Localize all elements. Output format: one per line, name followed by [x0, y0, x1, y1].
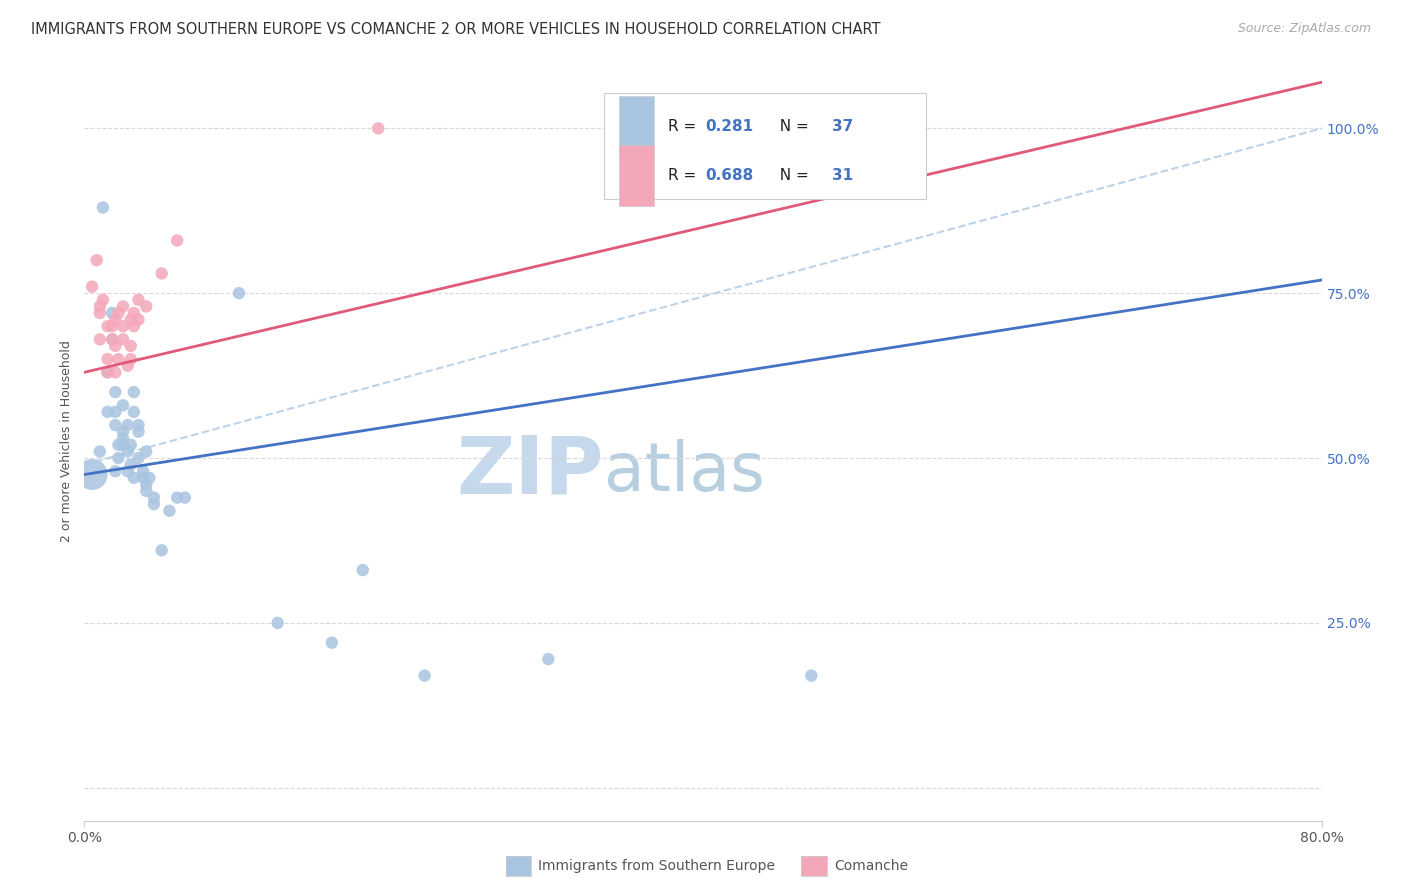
- Y-axis label: 2 or more Vehicles in Household: 2 or more Vehicles in Household: [59, 341, 73, 542]
- Point: [352, 563, 374, 577]
- Point: [89, 332, 111, 346]
- Point: [143, 497, 166, 511]
- Text: Comanche: Comanche: [834, 859, 908, 873]
- Point: [413, 668, 436, 682]
- Point: [96, 319, 118, 334]
- Point: [89, 306, 111, 320]
- Point: [91, 293, 114, 307]
- Point: [122, 405, 145, 419]
- Point: [96, 405, 118, 419]
- Point: [120, 312, 142, 326]
- Point: [104, 312, 127, 326]
- Point: [122, 319, 145, 334]
- Point: [91, 201, 114, 215]
- Point: [159, 504, 180, 518]
- Text: N =: N =: [770, 168, 814, 183]
- Point: [89, 299, 111, 313]
- Point: [101, 332, 124, 346]
- Point: [117, 359, 139, 373]
- Point: [321, 635, 343, 649]
- Text: ZIP: ZIP: [457, 433, 605, 511]
- Text: R =: R =: [668, 168, 702, 183]
- Point: [135, 444, 157, 458]
- Point: [228, 286, 250, 301]
- Point: [135, 477, 157, 491]
- Point: [122, 306, 145, 320]
- Point: [135, 483, 157, 498]
- Point: [127, 312, 149, 326]
- Point: [112, 438, 135, 452]
- Point: [112, 299, 135, 313]
- Text: 31: 31: [832, 168, 853, 183]
- Point: [117, 444, 139, 458]
- Point: [112, 319, 135, 334]
- Point: [117, 418, 139, 433]
- Point: [107, 438, 129, 452]
- Point: [96, 365, 118, 379]
- Point: [104, 418, 127, 433]
- Point: [367, 121, 389, 136]
- Point: [267, 615, 290, 630]
- Point: [96, 365, 118, 379]
- Text: atlas: atlas: [605, 439, 765, 505]
- Text: R =: R =: [668, 120, 702, 134]
- Point: [107, 306, 129, 320]
- Point: [96, 352, 118, 367]
- Point: [82, 279, 104, 293]
- Point: [122, 385, 145, 400]
- Point: [132, 464, 155, 478]
- Point: [138, 471, 160, 485]
- Point: [104, 405, 127, 419]
- Text: IMMIGRANTS FROM SOUTHERN EUROPE VS COMANCHE 2 OR MORE VEHICLES IN HOUSEHOLD CORR: IMMIGRANTS FROM SOUTHERN EUROPE VS COMAN…: [31, 22, 880, 37]
- Text: N =: N =: [770, 120, 814, 134]
- Point: [120, 438, 142, 452]
- Point: [132, 471, 155, 485]
- Point: [107, 352, 129, 367]
- Point: [112, 398, 135, 412]
- FancyBboxPatch shape: [605, 93, 925, 199]
- Point: [101, 319, 124, 334]
- Point: [127, 450, 149, 465]
- Point: [166, 234, 188, 248]
- Text: 0.688: 0.688: [706, 168, 754, 183]
- Point: [122, 471, 145, 485]
- Point: [127, 293, 149, 307]
- Point: [112, 425, 135, 439]
- Point: [104, 339, 127, 353]
- Point: [104, 365, 127, 379]
- Point: [120, 458, 142, 472]
- FancyBboxPatch shape: [619, 145, 654, 206]
- Point: [127, 425, 149, 439]
- Text: Source: ZipAtlas.com: Source: ZipAtlas.com: [1237, 22, 1371, 36]
- Point: [143, 491, 166, 505]
- Point: [112, 431, 135, 445]
- Point: [150, 543, 173, 558]
- Point: [537, 652, 560, 666]
- Point: [120, 352, 142, 367]
- Point: [104, 464, 127, 478]
- FancyBboxPatch shape: [619, 96, 654, 157]
- Point: [86, 253, 108, 268]
- Text: Immigrants from Southern Europe: Immigrants from Southern Europe: [538, 859, 776, 873]
- Text: 37: 37: [832, 120, 853, 134]
- Point: [800, 668, 823, 682]
- Point: [112, 332, 135, 346]
- Point: [166, 491, 188, 505]
- Point: [150, 267, 173, 281]
- Point: [101, 306, 124, 320]
- Point: [82, 467, 104, 482]
- Point: [127, 418, 149, 433]
- Point: [174, 491, 197, 505]
- Point: [89, 444, 111, 458]
- Point: [117, 464, 139, 478]
- Point: [135, 299, 157, 313]
- Point: [101, 332, 124, 346]
- Point: [107, 450, 129, 465]
- Point: [120, 339, 142, 353]
- Point: [104, 385, 127, 400]
- Text: 0.281: 0.281: [706, 120, 754, 134]
